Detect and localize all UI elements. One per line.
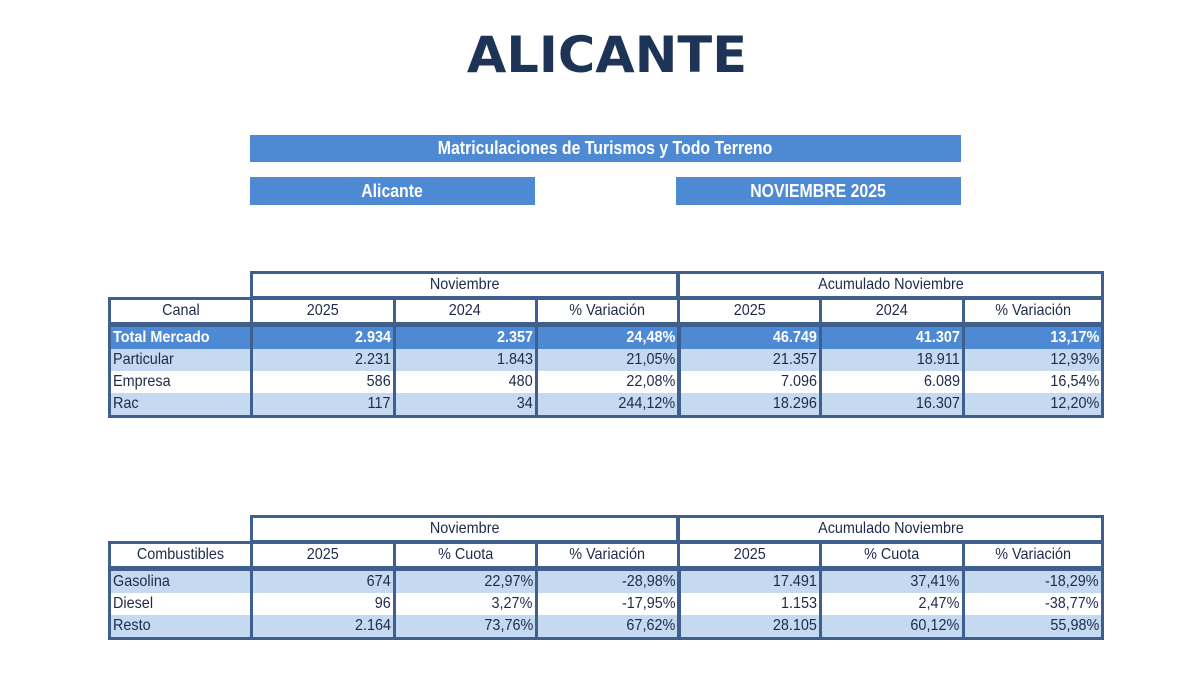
- column-header: 2025: [677, 297, 820, 327]
- group-header-noviembre: Noviembre: [250, 515, 678, 541]
- cell-value: 7.096: [677, 371, 820, 393]
- cell-value: 2.357: [392, 327, 535, 349]
- row-label: Empresa: [108, 371, 251, 393]
- column-header: % Variación: [534, 541, 678, 571]
- cell-value: 586: [250, 371, 393, 393]
- cell-value: 55,98%: [961, 615, 1104, 640]
- column-header: 2025: [250, 541, 393, 571]
- cell-value: 21,05%: [534, 349, 678, 371]
- table-row-diesel: Diesel 96 3,27% -17,95% 1.153 2,47% -38,…: [108, 593, 1104, 615]
- cell-value: 2,47%: [819, 593, 962, 615]
- table-row-empresa: Empresa 586 480 22,08% 7.096 6.089 16,54…: [108, 371, 1104, 393]
- report-title-text: Matriculaciones de Turismos y Todo Terre…: [438, 138, 773, 158]
- cell-value: 18.911: [819, 349, 962, 371]
- cell-value: 46.749: [677, 327, 820, 349]
- cell-value: 34: [392, 393, 535, 418]
- cell-value: 244,12%: [534, 393, 678, 418]
- cell-value: -38,77%: [961, 593, 1104, 615]
- table-row-total-mercado: Total Mercado 2.934 2.357 24,48% 46.749 …: [108, 327, 1104, 349]
- row-label: Gasolina: [108, 571, 251, 593]
- cell-value: 1.153: [677, 593, 820, 615]
- cell-value: 6.089: [819, 371, 962, 393]
- fuel-table: Noviembre Acumulado Noviembre Combustibl…: [108, 515, 1104, 640]
- cell-value: 37,41%: [819, 571, 962, 593]
- column-header: % Variación: [534, 297, 678, 327]
- row-label: Diesel: [108, 593, 251, 615]
- cell-value: 60,12%: [819, 615, 962, 640]
- group-header-acumulado: Acumulado Noviembre: [677, 271, 1104, 297]
- cell-value: 3,27%: [392, 593, 535, 615]
- report-title-banner: Matriculaciones de Turismos y Todo Terre…: [250, 135, 961, 162]
- column-header: 2024: [392, 297, 535, 327]
- group-header-noviembre: Noviembre: [250, 271, 678, 297]
- cell-value: 73,76%: [392, 615, 535, 640]
- cell-value: 67,62%: [534, 615, 678, 640]
- cell-value: 12,93%: [961, 349, 1104, 371]
- column-header-row: Canal 2025 2024 % Variación 2025 2024 % …: [108, 297, 1104, 327]
- cell-value: 28.105: [677, 615, 820, 640]
- column-header: 2025: [250, 297, 393, 327]
- cell-value: 41.307: [819, 327, 962, 349]
- group-header-row: Noviembre Acumulado Noviembre: [108, 515, 1104, 541]
- period-text: NOVIEMBRE 2025: [750, 180, 887, 201]
- row-label: Particular: [108, 349, 251, 371]
- table-row-resto: Resto 2.164 73,76% 67,62% 28.105 60,12% …: [108, 615, 1104, 640]
- cell-value: -28,98%: [534, 571, 678, 593]
- column-header: Canal: [108, 297, 251, 327]
- column-header: % Cuota: [392, 541, 535, 571]
- empty-corner: [108, 515, 250, 541]
- column-header: Combustibles: [108, 541, 251, 571]
- cell-value: -17,95%: [534, 593, 678, 615]
- table-row-particular: Particular 2.231 1.843 21,05% 21.357 18.…: [108, 349, 1104, 371]
- region-banner: Alicante: [250, 177, 535, 205]
- region-text: Alicante: [361, 180, 424, 201]
- cell-value: 13,17%: [961, 327, 1104, 349]
- cell-value: 22,08%: [534, 371, 678, 393]
- cell-value: 16,54%: [961, 371, 1104, 393]
- period-banner: NOVIEMBRE 2025: [676, 177, 961, 205]
- cell-value: 21.357: [677, 349, 820, 371]
- cell-value: 16.307: [819, 393, 962, 418]
- column-header-row: Combustibles 2025 % Cuota % Variación 20…: [108, 541, 1104, 571]
- cell-value: 17.491: [677, 571, 820, 593]
- cell-value: 2.231: [250, 349, 393, 371]
- cell-value: 674: [250, 571, 393, 593]
- cell-value: -18,29%: [961, 571, 1104, 593]
- empty-corner: [108, 271, 250, 297]
- group-header-acumulado: Acumulado Noviembre: [677, 515, 1104, 541]
- cell-value: 96: [250, 593, 393, 615]
- cell-value: 480: [392, 371, 535, 393]
- page-title: ALICANTE: [466, 26, 748, 84]
- row-label: Rac: [108, 393, 251, 418]
- column-header: 2024: [819, 297, 962, 327]
- table-row-rac: Rac 117 34 244,12% 18.296 16.307 12,20%: [108, 393, 1104, 418]
- cell-value: 24,48%: [534, 327, 678, 349]
- group-header-row: Noviembre Acumulado Noviembre: [108, 271, 1104, 297]
- cell-value: 1.843: [392, 349, 535, 371]
- cell-value: 2.934: [250, 327, 393, 349]
- column-header: 2025: [677, 541, 820, 571]
- table-row-gasolina: Gasolina 674 22,97% -28,98% 17.491 37,41…: [108, 571, 1104, 593]
- column-header: % Cuota: [819, 541, 962, 571]
- column-header: % Variación: [961, 297, 1104, 327]
- row-label: Total Mercado: [108, 327, 251, 349]
- column-header: % Variación: [961, 541, 1104, 571]
- cell-value: 117: [250, 393, 393, 418]
- cell-value: 18.296: [677, 393, 820, 418]
- cell-value: 12,20%: [961, 393, 1104, 418]
- cell-value: 22,97%: [392, 571, 535, 593]
- canal-table: Noviembre Acumulado Noviembre Canal 2025…: [108, 271, 1104, 418]
- row-label: Resto: [108, 615, 251, 640]
- cell-value: 2.164: [250, 615, 393, 640]
